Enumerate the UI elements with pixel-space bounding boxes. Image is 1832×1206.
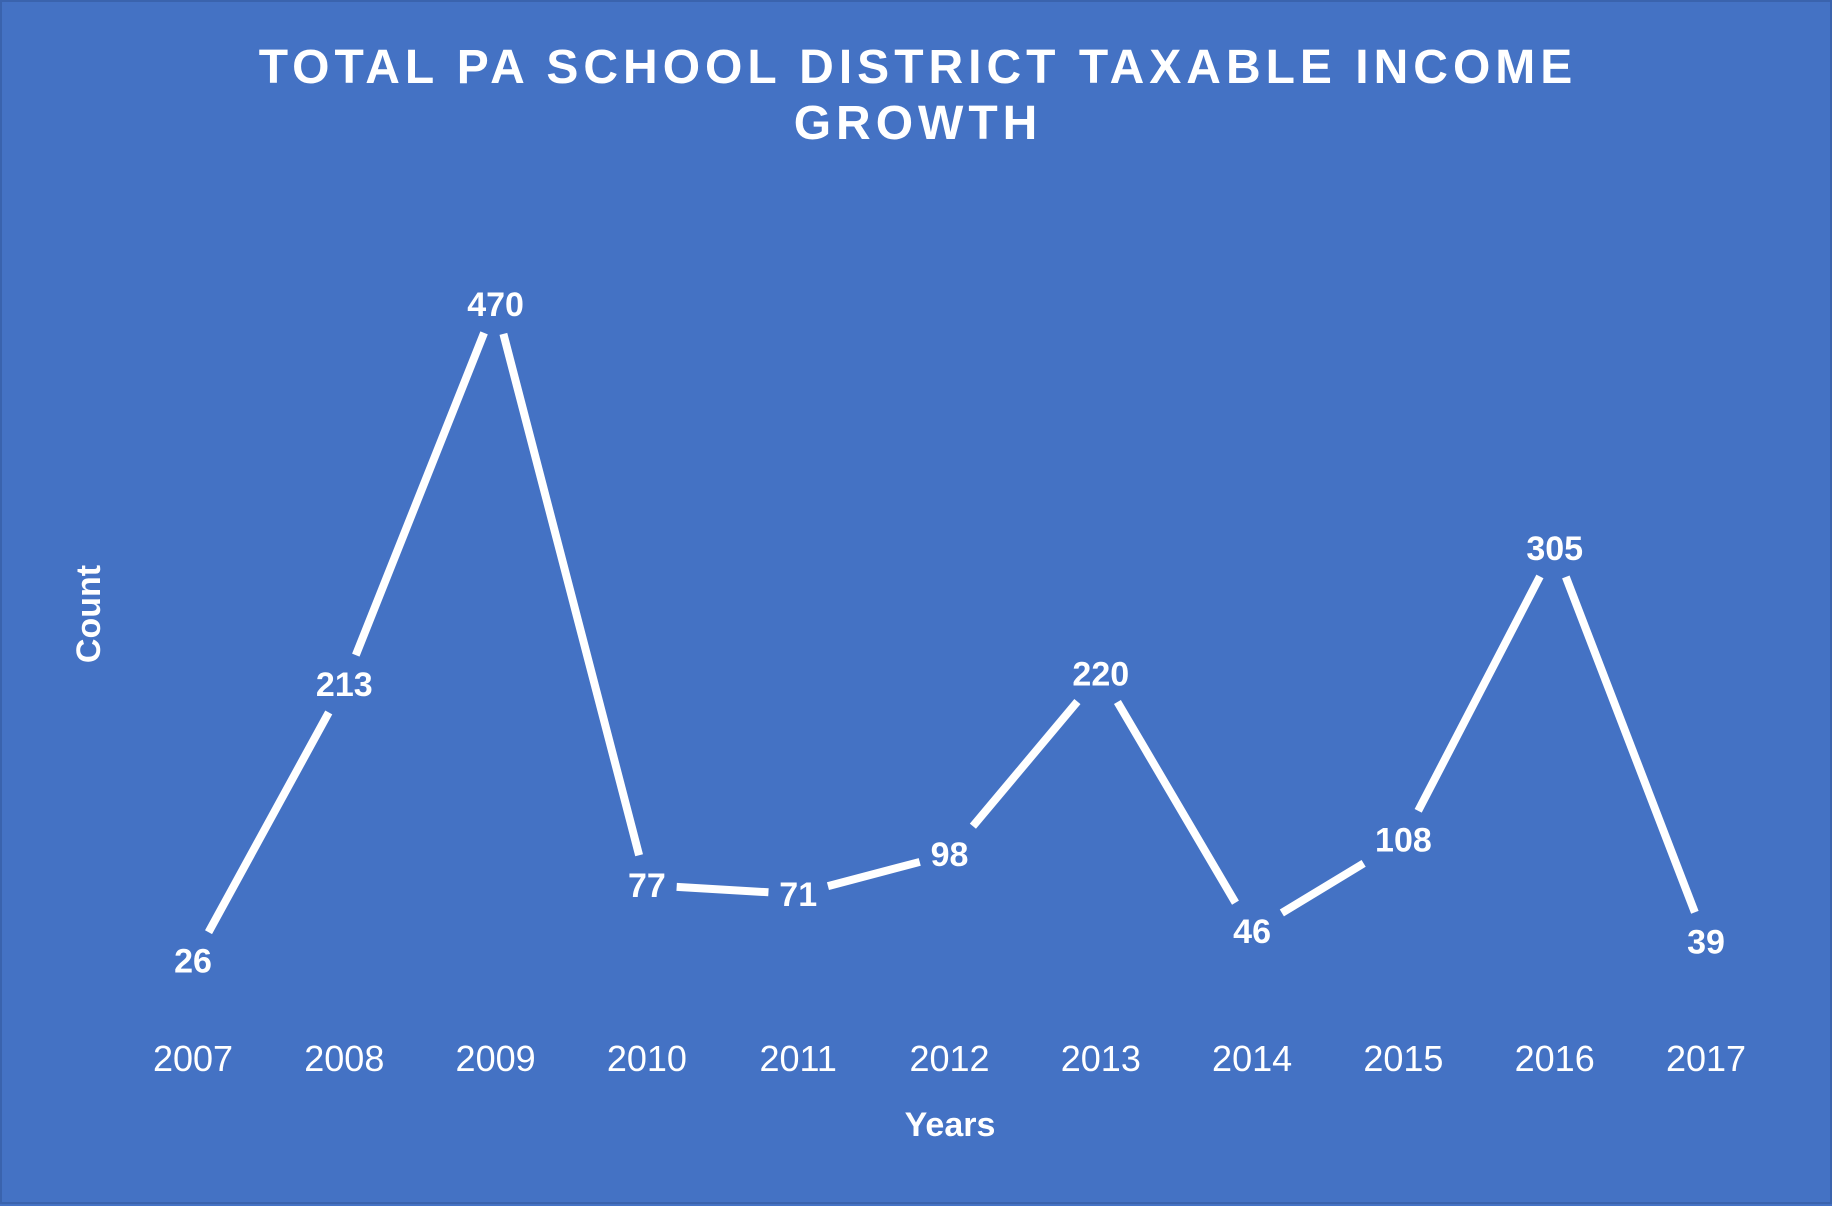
chart-title-line-1: TOTAL PA SCHOOL DISTRICT TAXABLE INCOME xyxy=(258,41,1578,94)
x-tick-2010: 2010 xyxy=(607,1038,687,1079)
line-segment-2009-2010 xyxy=(499,332,643,857)
x-tick-2013: 2013 xyxy=(1061,1038,1141,1079)
drop-lines xyxy=(191,335,1708,1002)
data-label-2012: 98 xyxy=(931,836,969,874)
line-segment-2012-2013 xyxy=(969,699,1081,829)
x-tick-2012: 2012 xyxy=(909,1038,989,1079)
x-tick-2017: 2017 xyxy=(1666,1038,1746,1079)
data-label-2010: 77 xyxy=(628,867,666,905)
data-labels: 26 213 470 77 71 98 220 46 108 305 39 xyxy=(174,286,1725,981)
line-segment-2008-2009 xyxy=(352,331,488,657)
data-label-2007: 26 xyxy=(174,943,212,981)
series-line xyxy=(205,331,1699,935)
line-segment-2010-2011 xyxy=(676,882,769,897)
data-label-2016: 305 xyxy=(1526,530,1583,568)
x-tick-2016: 2016 xyxy=(1515,1038,1595,1079)
x-tick-2014: 2014 xyxy=(1212,1038,1292,1079)
data-label-2014: 46 xyxy=(1233,913,1271,951)
x-tick-2008: 2008 xyxy=(304,1038,384,1079)
x-tick-2015: 2015 xyxy=(1363,1038,1443,1079)
data-label-2009: 470 xyxy=(467,286,524,324)
chart-title-line-2: GROWTH xyxy=(793,97,1043,150)
line-segment-2016-2017 xyxy=(1562,575,1699,914)
data-label-2008: 213 xyxy=(316,666,373,704)
line-segment-2013-2014 xyxy=(1113,699,1239,905)
line-segment-2014-2015 xyxy=(1279,859,1366,917)
x-tick-2009: 2009 xyxy=(456,1038,536,1079)
chart-title: TOTAL PA SCHOOL DISTRICT TAXABLE INCOME … xyxy=(2,40,1832,152)
line-segment-2015-2016 xyxy=(1414,574,1544,813)
data-label-2015: 108 xyxy=(1375,821,1432,859)
y-axis-title: Count xyxy=(70,565,108,663)
x-axis-title: Years xyxy=(905,1106,996,1144)
x-tick-2011: 2011 xyxy=(759,1038,836,1079)
line-segment-2007-2008 xyxy=(205,710,333,935)
data-label-2017: 39 xyxy=(1687,923,1725,961)
data-label-2013: 220 xyxy=(1072,656,1129,694)
line-segment-2011-2012 xyxy=(826,858,921,891)
data-label-2011: 71 xyxy=(779,876,817,914)
x-axis-tick-labels: 2007 2008 2009 2010 2011 2012 2013 2014 2015 2016… xyxy=(153,1038,1746,1079)
x-tick-2007: 2007 xyxy=(153,1038,233,1079)
